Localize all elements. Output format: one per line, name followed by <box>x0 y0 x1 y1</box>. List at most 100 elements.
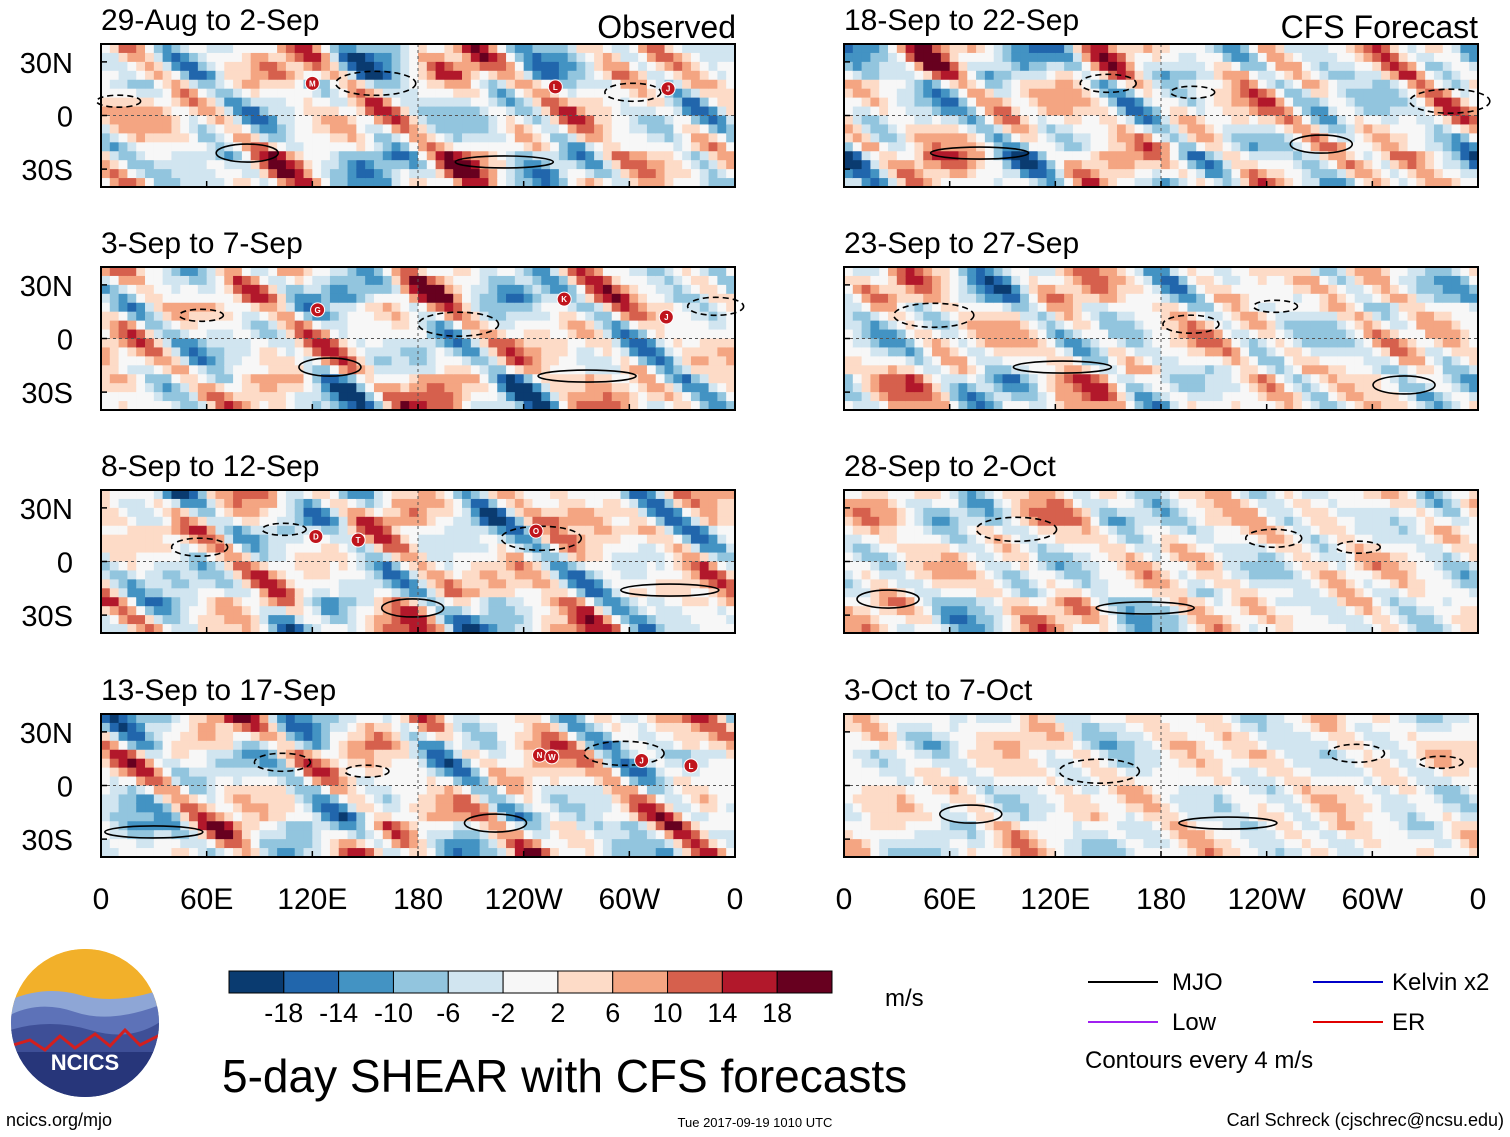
shading-cell <box>418 740 428 751</box>
shading-cell <box>127 151 137 161</box>
shading-cell <box>673 106 683 117</box>
shading-cell <box>241 275 252 286</box>
shading-cell <box>180 722 190 733</box>
shading-cell <box>699 561 710 572</box>
shading-cell <box>699 267 710 277</box>
shading-cell <box>550 311 560 322</box>
shading-cell <box>567 588 578 598</box>
shading-cell <box>673 347 683 357</box>
shading-cell <box>905 169 916 179</box>
shading-cell <box>127 624 137 634</box>
shading-cell <box>391 830 401 840</box>
shading-cell <box>497 267 507 277</box>
shading-cell <box>329 392 340 402</box>
shading-cell <box>206 749 217 760</box>
shading-cell <box>294 624 305 634</box>
shading-cell <box>426 552 437 563</box>
shading-cell <box>426 97 437 108</box>
shading-cell <box>479 821 490 831</box>
shading-cell <box>391 839 401 849</box>
shading-cell <box>690 329 701 340</box>
shading-cell <box>550 740 560 751</box>
shading-cell <box>338 490 349 500</box>
shading-cell <box>356 44 366 54</box>
shading-cell <box>870 88 880 99</box>
shading-cell <box>646 606 657 616</box>
shading-cell <box>923 61 933 72</box>
shading-cell <box>673 329 683 340</box>
shading-cell <box>180 142 190 152</box>
shading-cell <box>550 525 560 536</box>
shading-cell <box>197 624 208 634</box>
shading-cell <box>365 293 375 304</box>
shading-cell <box>171 329 181 340</box>
shading-cell <box>523 133 534 143</box>
shading-cell <box>558 383 569 393</box>
shading-cell <box>365 356 375 366</box>
shading-cell <box>932 178 942 188</box>
shading-cell <box>717 365 727 375</box>
shading-cell <box>699 714 710 724</box>
shading-cell <box>321 615 331 625</box>
shading-cell <box>329 758 340 769</box>
shading-cell <box>506 79 516 90</box>
shading-cell <box>321 401 331 411</box>
shading-cell <box>646 839 657 849</box>
shading-cell <box>673 624 683 634</box>
shading-cell <box>690 79 701 90</box>
shading-cell <box>101 714 111 724</box>
shading-cell <box>426 383 437 393</box>
shading-cell <box>896 79 907 90</box>
shading-cell <box>109 106 120 117</box>
shading-cell <box>294 338 305 349</box>
shading-cell <box>514 839 525 849</box>
shading-cell <box>638 124 648 134</box>
shading-cell <box>356 320 366 331</box>
shading-cell <box>338 151 349 161</box>
shading-cell <box>153 498 164 509</box>
shading-cell <box>479 329 490 340</box>
shading-cell <box>338 347 349 357</box>
shading-cell <box>215 151 225 161</box>
shading-cell <box>268 794 278 804</box>
shading-cell <box>189 365 199 375</box>
shading-cell <box>726 97 736 108</box>
shading-cell <box>638 839 648 849</box>
shading-cell <box>905 160 916 170</box>
shading-cell <box>127 749 137 760</box>
shading-cell <box>699 347 710 357</box>
shading-cell <box>259 133 269 143</box>
shading-cell <box>611 365 622 375</box>
shading-cell <box>664 356 674 366</box>
shading-cell <box>418 401 428 411</box>
shading-cell <box>329 722 340 733</box>
shading-cell <box>523 534 534 545</box>
shading-cell <box>541 383 551 393</box>
shading-cell <box>690 731 701 742</box>
shading-cell <box>206 61 217 72</box>
shading-cell <box>268 52 278 63</box>
shading-cell <box>470 284 481 295</box>
shading-cell <box>303 606 313 616</box>
shading-cell <box>550 169 560 179</box>
shading-cell <box>664 812 674 822</box>
shading-cell <box>852 124 863 134</box>
shading-cell <box>576 749 586 760</box>
shading-cell <box>356 88 366 99</box>
shading-cell <box>462 302 472 313</box>
shading-cell <box>338 320 349 331</box>
shading-cell <box>682 52 692 63</box>
shading-cell <box>145 731 155 742</box>
shading-cell <box>109 52 120 63</box>
shading-cell <box>620 97 630 108</box>
shading-cell <box>690 178 701 188</box>
shading-cell <box>550 44 560 54</box>
shading-cell <box>127 133 137 143</box>
shading-cell <box>162 106 173 117</box>
shading-cell <box>118 606 129 616</box>
shading-cell <box>514 570 525 580</box>
shading-cell <box>215 124 225 134</box>
shading-cell <box>241 124 252 134</box>
shading-cell <box>400 79 410 90</box>
shading-cell <box>250 169 261 179</box>
